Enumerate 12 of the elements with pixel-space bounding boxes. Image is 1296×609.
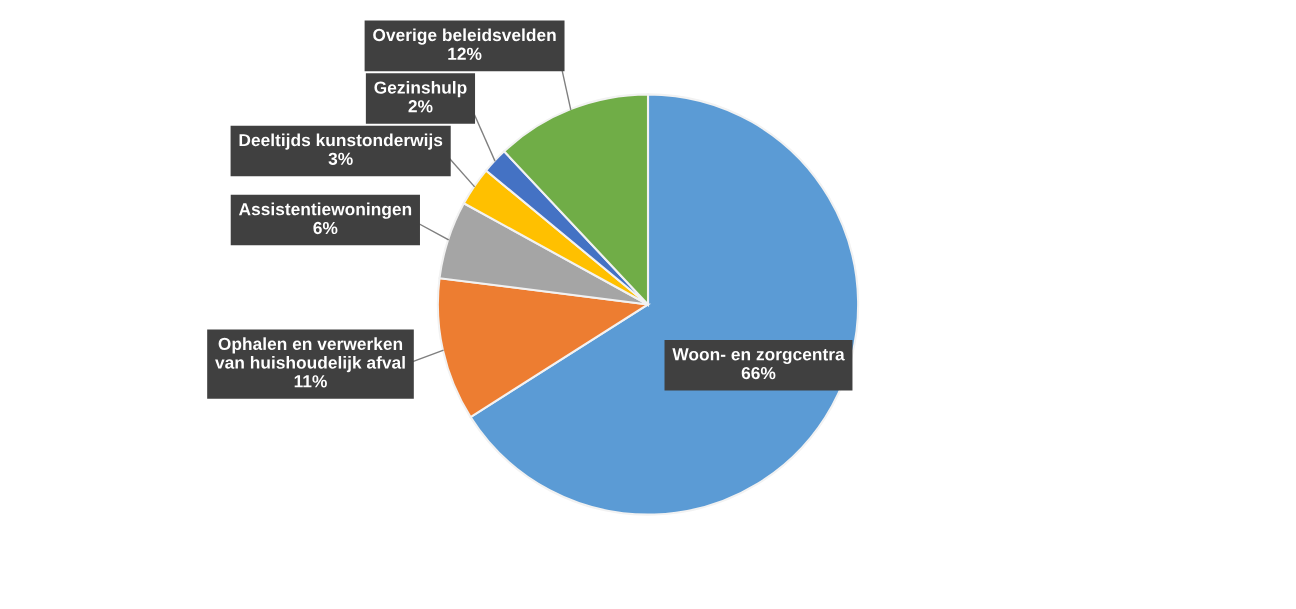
data-label: 2% <box>408 100 433 113</box>
slice-label: Overige beleidsvelden <box>373 28 556 45</box>
slice-label: Assistentiewoningen <box>238 202 412 219</box>
data-label: 11% <box>294 375 327 388</box>
slice-label: Woon- en zorgcentra <box>672 348 845 364</box>
data-label: 6% <box>313 221 338 235</box>
slice-label: Gezinshulp <box>374 80 467 98</box>
slice-label: Ophalen en verwerken van huishoudelijk afval <box>215 337 405 373</box>
data-label: 3% <box>328 152 353 165</box>
data-label: 12% <box>448 47 482 60</box>
slice-label: Deeltijds kunstonderwijs <box>239 133 443 150</box>
data-label: 66% <box>741 366 776 380</box>
